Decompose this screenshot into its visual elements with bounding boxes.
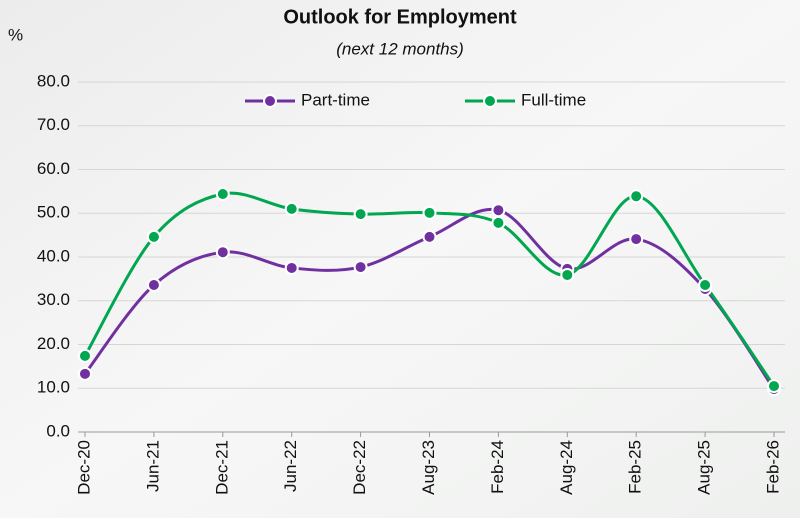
y-tick-label: 40.0	[37, 246, 70, 265]
data-point	[561, 269, 573, 281]
data-point	[148, 279, 160, 291]
data-point	[286, 203, 298, 215]
legend-marker	[264, 95, 276, 107]
data-point	[492, 217, 504, 229]
chart: Outlook for Employment (next 12 months) …	[0, 0, 800, 518]
data-point	[424, 231, 436, 243]
y-tick-label: 10.0	[37, 378, 70, 397]
y-tick-label: 0.0	[46, 421, 70, 440]
data-point	[492, 204, 504, 216]
x-tick-label: Aug-24	[557, 440, 576, 495]
data-point	[768, 380, 780, 392]
x-tick-label: Dec-22	[350, 440, 369, 495]
data-point	[699, 279, 711, 291]
x-tick-label: Feb-25	[626, 440, 645, 494]
y-tick-label: 80.0	[37, 71, 70, 90]
y-tick-label: 30.0	[37, 290, 70, 309]
data-point	[79, 350, 91, 362]
data-point	[217, 188, 229, 200]
data-point	[630, 233, 642, 245]
legend-label: Full-time	[521, 90, 586, 109]
data-point	[630, 190, 642, 202]
y-tick-label: 50.0	[37, 203, 70, 222]
x-tick-label: Jun-22	[281, 440, 300, 492]
x-tick-label: Feb-26	[763, 440, 782, 494]
data-point	[355, 261, 367, 273]
legend-marker	[484, 95, 496, 107]
chart-title: Outlook for Employment	[283, 6, 517, 28]
x-tick-label: Jun-21	[143, 440, 162, 492]
x-tick-label: Dec-21	[212, 440, 231, 495]
legend-label: Part-time	[301, 90, 370, 109]
x-tick-label: Feb-24	[488, 440, 507, 494]
data-point	[424, 207, 436, 219]
data-point	[79, 368, 91, 380]
background	[0, 0, 800, 518]
y-tick-label: 70.0	[37, 115, 70, 134]
y-tick-label: 20.0	[37, 334, 70, 353]
x-tick-label: Dec-20	[74, 440, 93, 495]
data-point	[217, 246, 229, 258]
chart-subtitle: (next 12 months)	[336, 39, 464, 58]
y-tick-label: 60.0	[37, 159, 70, 178]
y-unit-label: %	[8, 25, 23, 44]
x-tick-label: Aug-23	[419, 440, 438, 495]
data-point	[148, 231, 160, 243]
x-tick-label: Aug-25	[695, 440, 714, 495]
data-point	[355, 208, 367, 220]
data-point	[286, 262, 298, 274]
